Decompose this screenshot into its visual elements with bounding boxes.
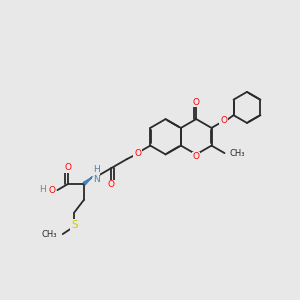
- Text: S: S: [71, 220, 77, 230]
- Text: H
N: H N: [93, 165, 100, 184]
- Polygon shape: [82, 176, 94, 186]
- Text: O: O: [220, 116, 227, 125]
- Text: CH₃: CH₃: [230, 148, 245, 158]
- Text: O: O: [134, 149, 141, 158]
- Text: CH₃: CH₃: [42, 230, 57, 238]
- Text: O: O: [64, 163, 71, 172]
- Text: O: O: [49, 186, 56, 195]
- Text: O: O: [193, 98, 200, 106]
- Text: O: O: [108, 180, 115, 189]
- Text: O: O: [193, 152, 200, 161]
- Text: H: H: [39, 185, 46, 194]
